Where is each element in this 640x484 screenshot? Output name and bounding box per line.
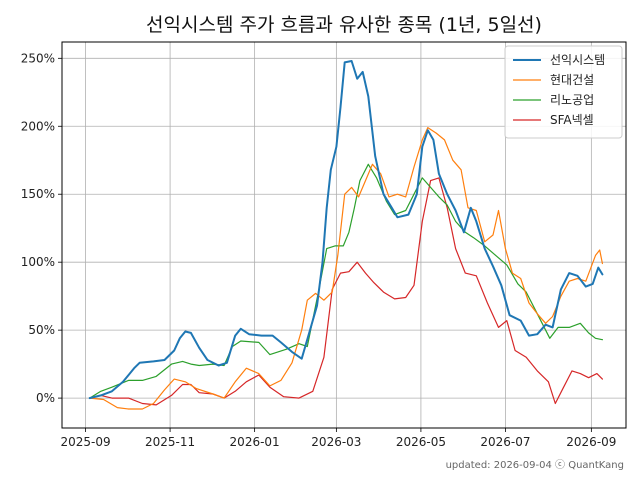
legend-box	[504, 45, 623, 139]
y-tick-label: 100%	[21, 255, 55, 269]
legend-label: 리노공업	[550, 93, 594, 107]
x-tick-label: 2026-07	[480, 435, 530, 449]
footer-credit: updated: 2026-09-04 ⓒ QuantKang	[446, 459, 624, 471]
x-tick-label: 2026-05	[396, 435, 446, 449]
y-tick-label: 50%	[28, 323, 55, 337]
legend-label: SFA넥셀	[550, 113, 594, 127]
y-tick-label: 200%	[21, 119, 55, 133]
series-lines	[88, 60, 604, 410]
plot-frame	[61, 41, 627, 429]
y-tick-label: 150%	[21, 187, 55, 201]
x-tick-label: 2026-09	[566, 435, 616, 449]
series-line-2	[89, 127, 603, 410]
x-tick-label: 2025-11	[145, 435, 195, 449]
x-axis: 2025-09 2025-11 2026-01 2026-03 2026-05 2026-…	[60, 428, 616, 449]
y-axis: 0% 50% 100% 150% 200% 250%	[21, 51, 62, 405]
legend-label: 현대건설	[550, 73, 594, 87]
x-tick-label: 2026-03	[311, 435, 361, 449]
chart-title: 선익시스템 주가 흐름과 유사한 종목 (1년, 5일선)	[146, 14, 542, 36]
series-line-1	[88, 60, 604, 400]
y-tick-label: 250%	[21, 51, 55, 65]
y-tick-label: 0%	[36, 391, 55, 405]
series-line-3	[89, 163, 603, 399]
x-tick-label: 2026-01	[230, 435, 280, 449]
legend-label: 선익시스템	[550, 53, 605, 67]
x-tick-label: 2025-09	[60, 435, 110, 449]
